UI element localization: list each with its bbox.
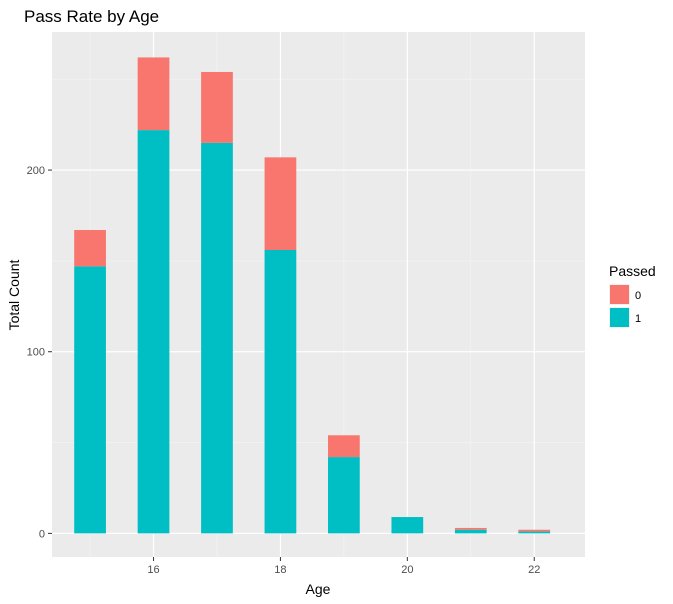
x-tick-label: 20 [401, 564, 413, 576]
bar-0 [264, 157, 297, 250]
bar-1 [264, 249, 297, 534]
bar-0 [201, 71, 233, 143]
bar-0 [74, 230, 106, 267]
chart-title: Pass Rate by Age [24, 7, 159, 26]
bar-0 [454, 527, 487, 530]
y-axis-ticks: 0 100 200 [27, 165, 52, 540]
x-tick-label: 22 [528, 564, 540, 576]
legend-title: Passed [609, 263, 656, 279]
x-tick-label: 18 [274, 564, 286, 576]
bar-1 [201, 142, 233, 534]
x-tick-label: 16 [147, 564, 159, 576]
x-axis-ticks: 16 18 20 22 [147, 557, 540, 576]
bar-1 [454, 529, 487, 534]
y-axis-title: Total Count [6, 259, 22, 330]
bar-0 [328, 435, 360, 458]
bar-1 [391, 517, 424, 534]
y-tick-label: 200 [27, 165, 45, 177]
legend-swatch-0 [610, 285, 629, 304]
bar-1 [74, 266, 106, 534]
bar-0 [518, 529, 551, 532]
legend-label-0: 0 [635, 290, 641, 302]
plot-panel [52, 32, 585, 557]
bar-1 [137, 130, 170, 534]
bar-0 [137, 57, 170, 131]
bars [74, 57, 551, 534]
legend-label-1: 1 [635, 313, 641, 325]
bar-1 [518, 531, 551, 534]
y-tick-label: 100 [27, 347, 45, 359]
bar-1 [328, 457, 360, 534]
legend: Passed 0 1 [609, 263, 656, 328]
x-axis-title: Age [306, 581, 331, 597]
legend-swatch-1 [610, 308, 629, 327]
y-tick-label: 0 [39, 528, 45, 540]
